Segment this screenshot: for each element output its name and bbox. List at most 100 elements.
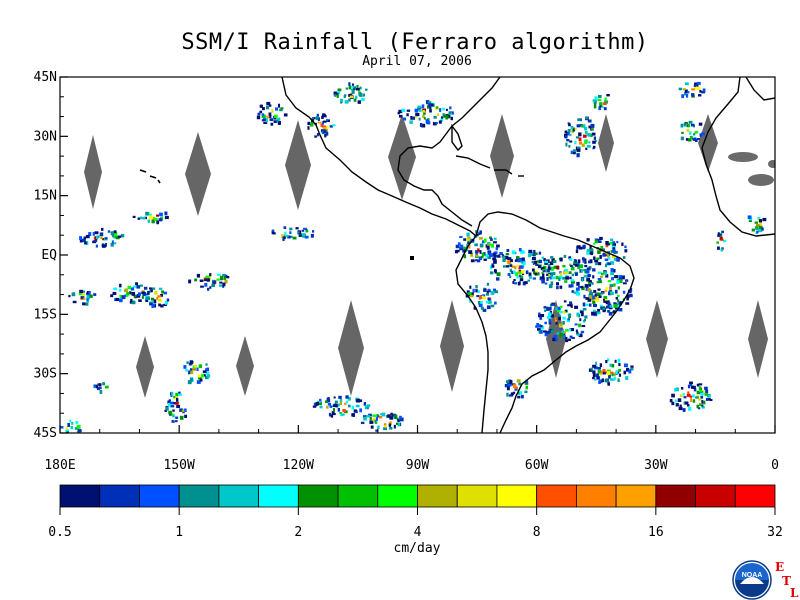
rain-pixel — [199, 279, 204, 282]
rain-pixel — [111, 240, 114, 244]
rain-pixel — [605, 244, 609, 248]
rain-pixel — [568, 263, 572, 267]
rain-pixel — [567, 304, 572, 307]
rain-pixel — [578, 137, 582, 142]
rain-pixel — [572, 152, 576, 155]
rain-pixel — [355, 404, 360, 408]
rain-pixel — [60, 426, 64, 429]
rain-pixel — [570, 150, 573, 155]
rain-pixel — [189, 368, 192, 372]
rain-pixel — [608, 291, 612, 296]
rain-pixel — [348, 85, 352, 90]
rain-pixel — [176, 397, 179, 402]
rain-pixel — [518, 382, 522, 386]
rain-pixel — [591, 132, 596, 136]
rain-pixel — [581, 286, 585, 291]
rain-pixel — [261, 114, 266, 119]
rain-pixel — [576, 153, 580, 158]
rain-pixel — [756, 224, 760, 227]
rain-pixel — [110, 231, 115, 236]
rain-pixel — [595, 361, 598, 366]
rain-pixel — [686, 393, 691, 397]
rain-pixel — [588, 282, 591, 286]
rain-pixel — [540, 325, 545, 330]
rain-pixel — [289, 227, 293, 231]
rain-pixel — [535, 263, 539, 267]
rain-pixel — [582, 259, 586, 263]
rain-pixel — [592, 140, 596, 144]
rain-pixel — [578, 259, 581, 264]
rain-pixel — [206, 374, 211, 378]
rain-pixel — [256, 115, 261, 120]
rain-pixel — [593, 145, 596, 149]
colorbar-swatch — [297, 484, 339, 508]
rain-pixel — [680, 123, 684, 128]
rain-pixel — [591, 311, 595, 316]
colorbar-swatch — [178, 484, 220, 508]
rain-pixel — [512, 384, 517, 388]
noaa-logo: NOAA — [732, 560, 772, 600]
rain-pixel — [625, 302, 630, 305]
rain-pixel — [339, 411, 342, 414]
rain-pixel — [625, 279, 628, 282]
rain-pixel — [569, 335, 573, 338]
rain-pixel — [514, 282, 518, 285]
rain-pixel — [332, 407, 335, 412]
logo-letter-t: T — [782, 574, 791, 588]
rain-pixel — [490, 304, 495, 308]
rain-pixel — [198, 376, 202, 380]
rain-pixel — [693, 133, 696, 136]
rain-pixel — [496, 244, 500, 248]
colorbar-swatch — [377, 484, 418, 508]
rain-pixel — [263, 122, 268, 125]
rain-pixel — [532, 277, 536, 280]
rain-pixel — [544, 260, 549, 264]
rain-pixel — [347, 404, 351, 408]
rain-pixel — [136, 285, 141, 289]
rain-pixel — [219, 281, 223, 284]
rain-pixel — [561, 330, 565, 335]
rain-pixel — [145, 293, 149, 296]
rain-pixel — [559, 323, 563, 327]
rain-pixel — [611, 277, 614, 281]
rain-pixel — [383, 427, 387, 431]
rain-pixel — [177, 393, 182, 397]
rain-pixel — [506, 386, 510, 391]
rain-pixel — [594, 378, 597, 381]
rain-pixel — [380, 413, 384, 416]
rain-pixel — [475, 254, 479, 258]
rain-pixel — [682, 408, 686, 412]
rain-pixel — [490, 291, 495, 295]
rain-pixel — [351, 83, 354, 86]
rain-pixel — [485, 300, 489, 304]
rain-pixel — [86, 295, 91, 300]
rain-pixel — [586, 238, 590, 241]
rain-pixel — [677, 398, 682, 402]
rain-pixel — [262, 118, 266, 121]
rain-pixel — [592, 268, 596, 272]
rain-pixel — [355, 410, 358, 414]
rain-pixel — [594, 259, 599, 263]
rain-pixel — [194, 278, 198, 282]
rain-pixel — [591, 127, 594, 131]
rain-pixel — [519, 271, 523, 274]
rain-pixel — [602, 253, 607, 257]
lon-label: 150W — [164, 458, 195, 473]
rain-pixel — [392, 413, 396, 417]
rain-pixel — [487, 297, 491, 302]
rain-pixel — [459, 244, 464, 249]
rain-pixel — [205, 363, 208, 366]
rain-pixel — [695, 138, 698, 142]
rain-pixel — [583, 258, 587, 261]
rain-pixel — [482, 308, 487, 312]
colorbar-swatch — [258, 484, 299, 508]
rain-pixel — [94, 231, 99, 235]
rain-pixel — [603, 300, 608, 303]
rain-pixel — [675, 403, 679, 407]
rain-pixel — [359, 86, 362, 90]
rain-pixel — [592, 364, 596, 368]
rain-pixel — [593, 309, 596, 313]
rain-pixel — [326, 398, 329, 401]
rain-pixel — [550, 256, 554, 259]
land-patch — [768, 160, 775, 168]
